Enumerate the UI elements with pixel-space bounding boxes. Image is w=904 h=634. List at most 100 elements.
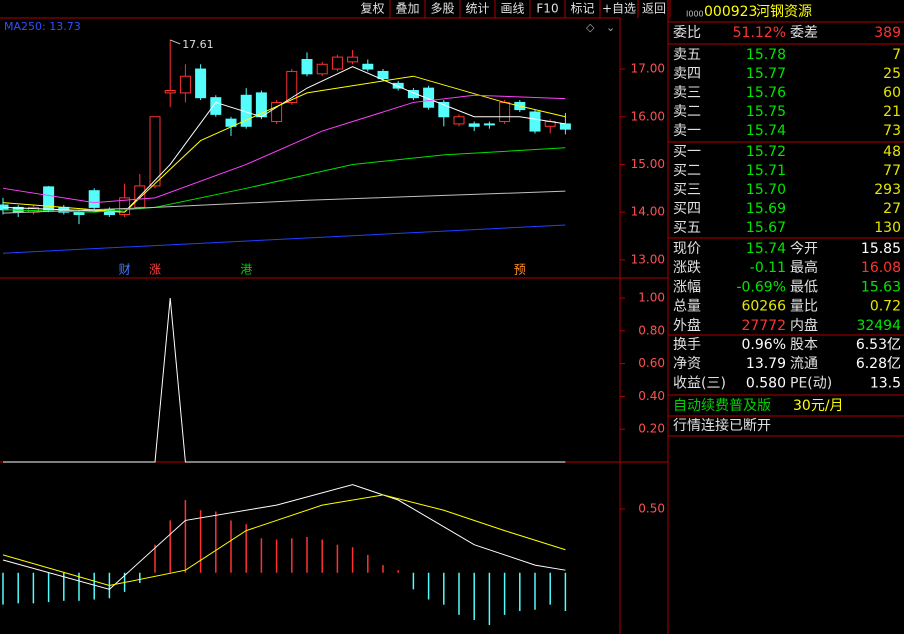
quote-text: 6.53亿 <box>856 337 901 353</box>
ma-legend: MA250: 13.73 <box>4 20 81 33</box>
candle-body <box>331 56 343 70</box>
quote-text: 买五 <box>673 220 701 236</box>
indicator-line <box>2 66 566 213</box>
quote-text: 25 <box>883 66 901 82</box>
high-annotation: 17.61 <box>182 38 214 51</box>
candle-body <box>286 70 298 103</box>
quote-text: 15.72 <box>746 144 786 160</box>
indicator-line <box>2 484 566 590</box>
indicator-line <box>2 147 566 213</box>
candle-body <box>438 101 450 118</box>
candle-body <box>164 90 176 94</box>
quote-text: 27 <box>883 201 901 217</box>
quote-text: 买三 <box>673 182 701 198</box>
quote-text: -0.11 <box>750 260 786 276</box>
quote-text: 0.72 <box>870 299 901 315</box>
quote-text: 卖二 <box>673 104 701 120</box>
candle-body <box>43 186 55 211</box>
quote-text: 0.580 <box>746 375 786 391</box>
toolbar-button[interactable]: F10 <box>536 2 558 16</box>
y-tick-label: 17.00 <box>631 62 665 76</box>
candle-body <box>195 68 207 99</box>
quote-text: 卖三 <box>673 85 701 101</box>
quote-text: 15.85 <box>861 241 901 257</box>
toolbar-button[interactable]: 画线 <box>500 2 524 16</box>
y-tick-label: 1.00 <box>638 291 665 305</box>
event-marker[interactable]: 涨 <box>149 262 161 277</box>
quote-text: 内盘 <box>790 317 818 334</box>
quote-text: 30元/月 <box>793 398 844 414</box>
quote-text: 买四 <box>673 201 701 217</box>
quote-text: 外盘 <box>673 317 701 334</box>
quote-text: 0.96% <box>742 337 786 353</box>
toolbar-button[interactable]: 叠加 <box>395 2 419 16</box>
quote-text: 15.63 <box>861 279 901 295</box>
quote-text: 15.67 <box>746 220 786 236</box>
quote-text: 73 <box>883 123 901 139</box>
quote-text: 15.70 <box>746 182 786 198</box>
quote-text: 27772 <box>741 318 786 334</box>
toolbar-button[interactable]: 标记 <box>570 2 594 16</box>
y-tick-label: 0.50 <box>638 501 665 515</box>
toolbar-button[interactable]: +自选 <box>602 2 636 16</box>
event-marker[interactable]: 财 <box>119 263 131 277</box>
icon[interactable]: ◇ <box>586 21 595 34</box>
quote-text: 自动续费普及版 <box>673 397 771 414</box>
candle-body <box>468 123 480 127</box>
quote-text: 最高 <box>790 259 818 276</box>
indicator-line <box>2 494 566 587</box>
quote-text: 现价 <box>673 241 701 257</box>
quote-text: 48 <box>883 144 901 160</box>
candle-body <box>149 116 161 187</box>
candle-body <box>301 59 313 75</box>
quote-text: 51.12% <box>733 25 786 41</box>
quote-text: 130 <box>874 220 901 236</box>
quote-text: 流通 <box>790 356 818 372</box>
candle-body <box>499 101 511 123</box>
candle-body <box>483 123 495 126</box>
toolbar-button[interactable]: 返回 <box>642 2 666 16</box>
event-marker[interactable]: 港 <box>240 263 252 277</box>
quote-text: 6.28亿 <box>856 356 901 372</box>
quote-text: 卖五 <box>673 47 701 63</box>
quote-text: 60266 <box>741 299 786 315</box>
candle-body <box>377 70 389 80</box>
quote-text: 换手 <box>673 336 701 353</box>
toolbar-button[interactable]: 复权 <box>360 2 384 16</box>
quote-text: 涨跌 <box>673 260 701 276</box>
annotation-pointer <box>170 39 181 45</box>
y-tick-label: 15.00 <box>631 157 665 171</box>
candle-body <box>88 190 100 208</box>
candle-body <box>316 63 328 75</box>
candle-body <box>559 123 571 130</box>
quote-text: 7 <box>892 47 901 63</box>
y-tick-label: 0.60 <box>638 356 665 370</box>
quote-text: 13.79 <box>746 356 786 372</box>
quote-text: 最低 <box>790 279 818 295</box>
quote-text: 行情连接已断开 <box>673 417 771 434</box>
quote-text: 收益(三) <box>673 375 726 391</box>
quote-text: I000 <box>686 10 704 19</box>
quote-text: 15.71 <box>746 163 786 179</box>
event-marker[interactable]: 预 <box>514 263 526 277</box>
quote-text: 股本 <box>790 337 818 353</box>
quote-text: 卖一 <box>673 123 701 139</box>
quote-text: 293 <box>874 182 901 198</box>
y-tick-label: 13.00 <box>631 252 665 266</box>
quote-text: 21 <box>883 104 901 120</box>
candle-body <box>179 75 191 94</box>
quote-text: 13.5 <box>870 375 901 391</box>
quote-text: 389 <box>874 25 901 41</box>
quote-text: 总量 <box>673 299 701 315</box>
candle-body <box>225 118 237 127</box>
candle-body <box>73 211 85 216</box>
icon[interactable]: ⌄ <box>606 21 615 34</box>
quote-text: 15.77 <box>746 66 786 82</box>
quote-text: 000923 <box>704 4 757 20</box>
toolbar-button[interactable]: 统计 <box>465 2 489 16</box>
y-tick-label: 14.00 <box>631 205 665 219</box>
toolbar-button[interactable]: 多股 <box>430 2 454 16</box>
y-tick-label: 16.00 <box>631 109 665 123</box>
